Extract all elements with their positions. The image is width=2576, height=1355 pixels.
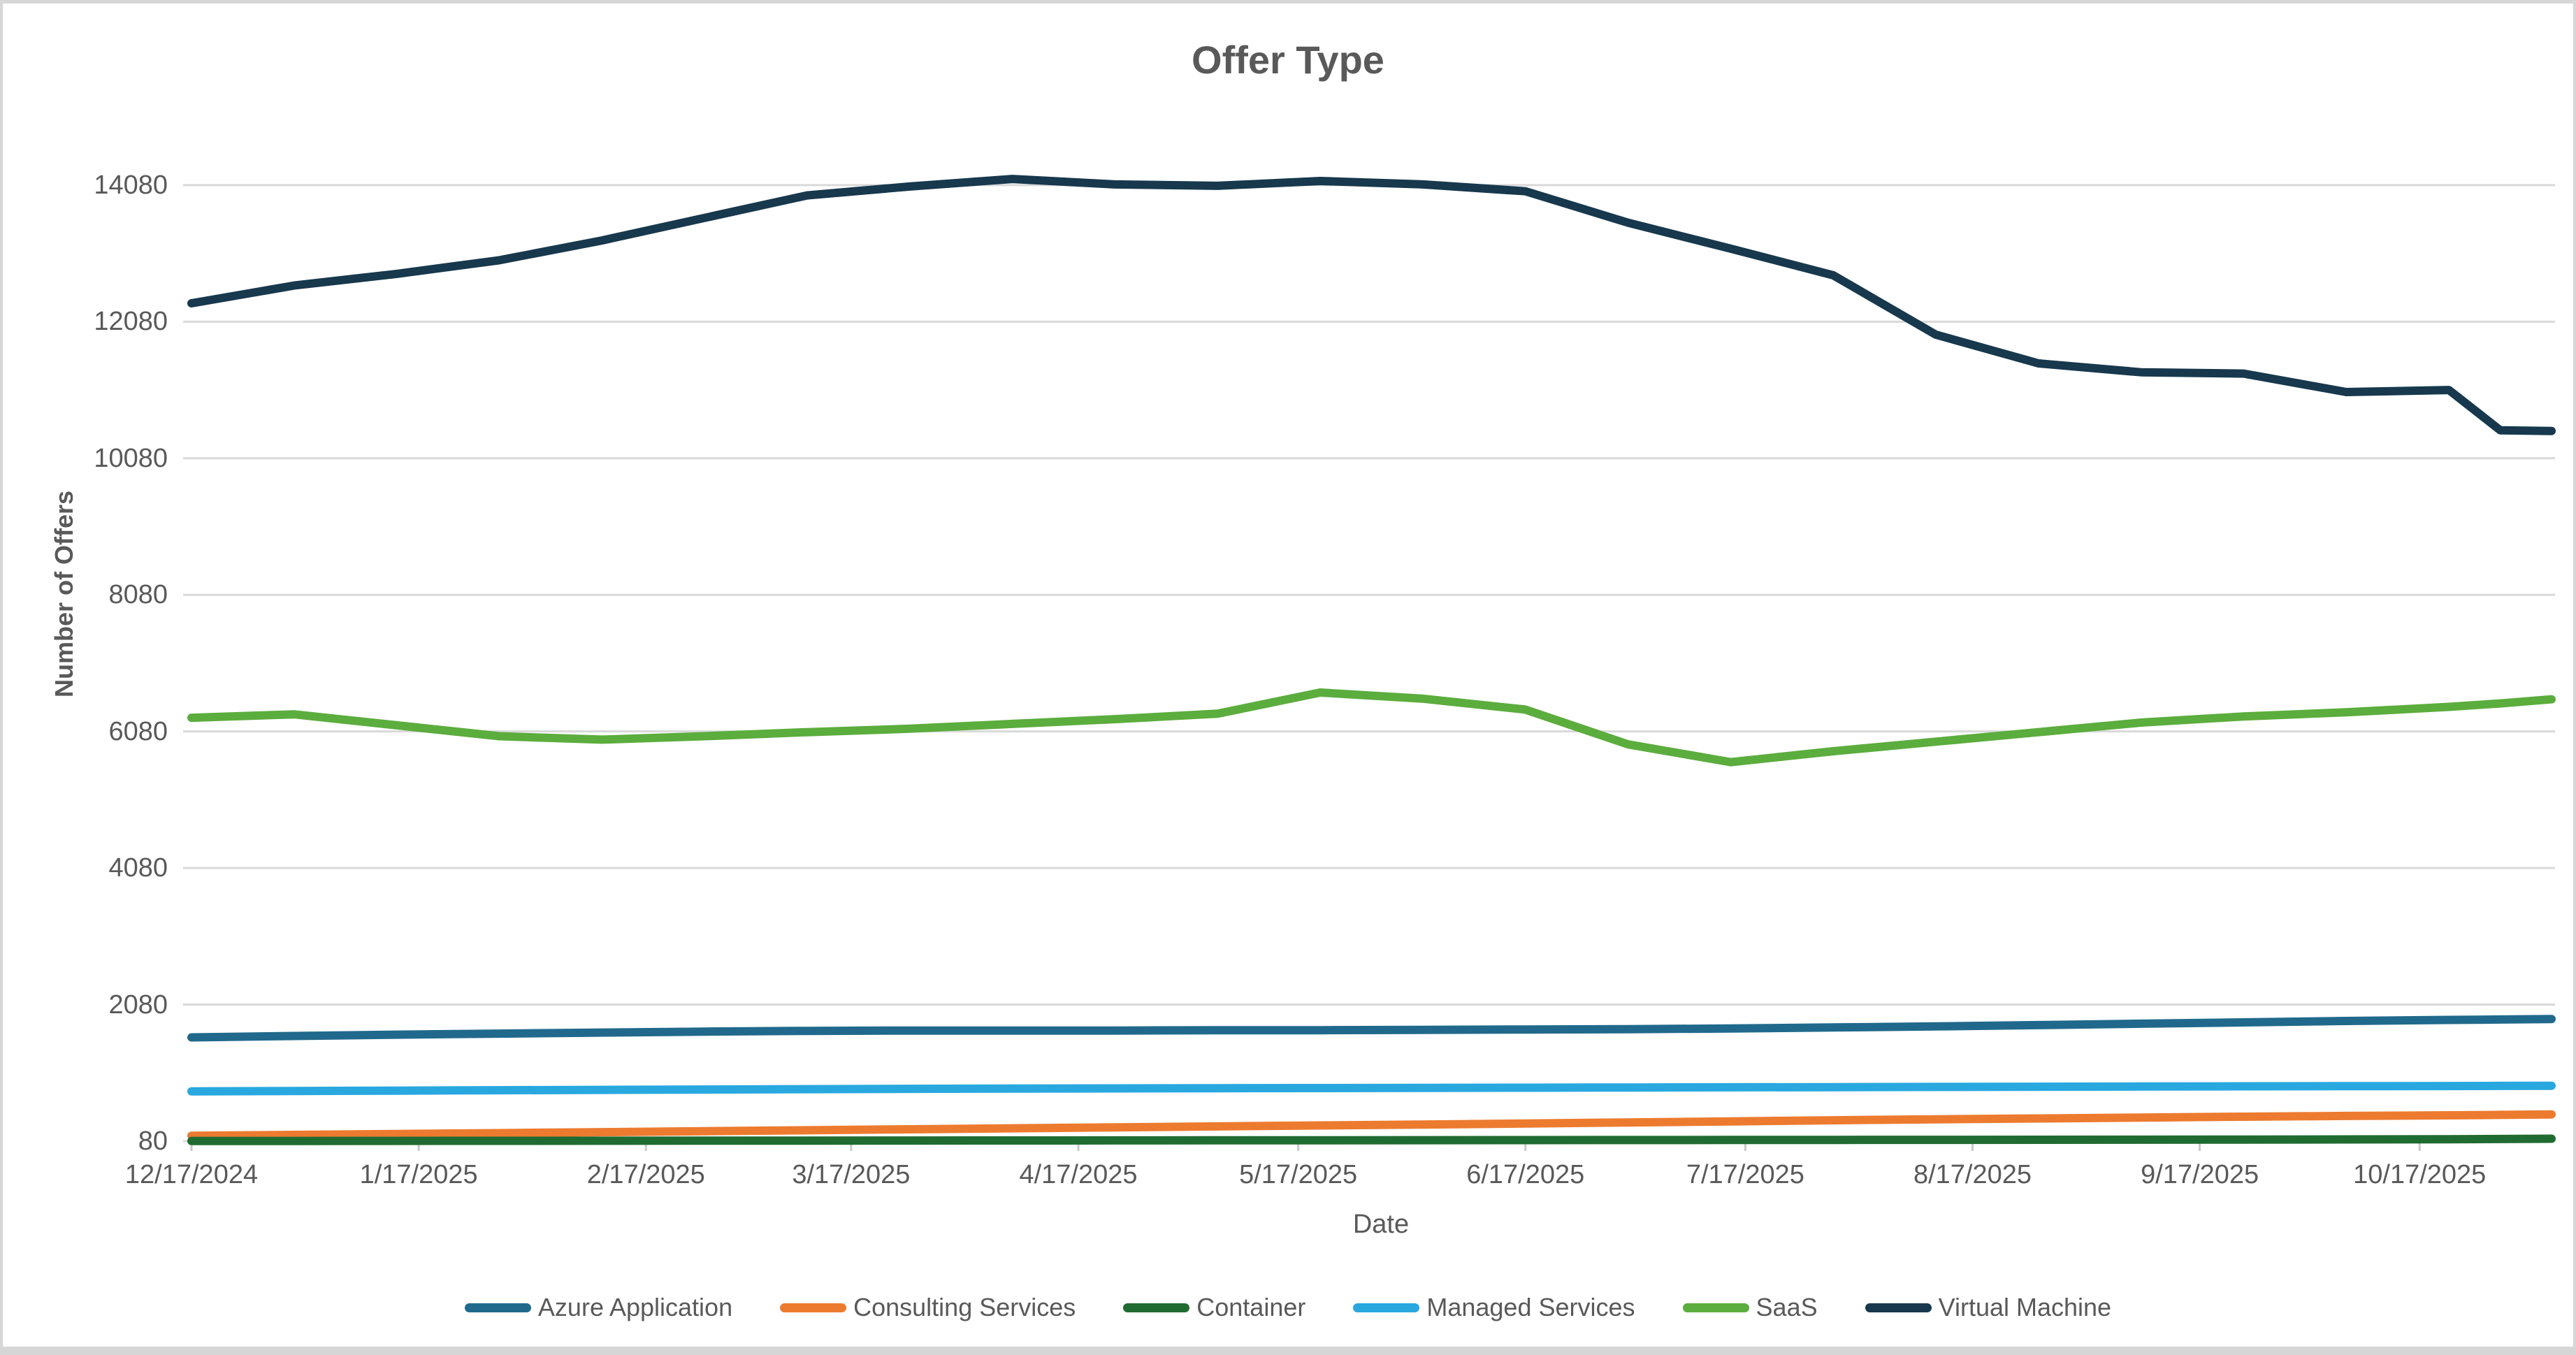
legend-item-consulting-services: Consulting Services <box>780 1293 1076 1322</box>
x-tick-label: 4/17/2025 <box>1019 1160 1138 1189</box>
y-tick-label: 14080 <box>94 170 168 200</box>
y-tick-label: 6080 <box>108 716 168 746</box>
legend-swatch-icon <box>1865 1303 1932 1312</box>
x-tick-label: 8/17/2025 <box>1913 1160 2032 1189</box>
series-line-azure-application <box>187 1015 2556 1042</box>
x-tick-label: 7/17/2025 <box>1686 1160 1804 1189</box>
legend-swatch-icon <box>1123 1303 1190 1312</box>
series-line-container <box>187 1134 2556 1145</box>
series-line-managed-services <box>187 1081 2556 1096</box>
legend-item-managed-services: Managed Services <box>1353 1293 1635 1322</box>
x-tick-label: 5/17/2025 <box>1239 1160 1358 1189</box>
legend-label: Container <box>1196 1293 1306 1321</box>
legend-swatch-icon <box>780 1303 847 1312</box>
plot-area <box>183 175 2556 1151</box>
legend-item-virtual-machine: Virtual Machine <box>1865 1293 2111 1322</box>
legend-item-saas: SaaS <box>1682 1293 1818 1322</box>
y-tick-label: 4080 <box>108 853 168 883</box>
legend-swatch-icon <box>464 1303 531 1312</box>
series-line-saas <box>187 688 2556 767</box>
series-line-virtual-machine <box>187 175 2556 435</box>
legend: Azure Application Consulting Services Cont… <box>3 1288 2573 1327</box>
x-tick-label: 3/17/2025 <box>792 1160 911 1189</box>
legend-label: Managed Services <box>1426 1293 1635 1321</box>
y-tick-label: 8080 <box>108 580 168 610</box>
chart-title: Offer Type <box>1192 38 1384 82</box>
legend-item-container: Container <box>1123 1293 1305 1322</box>
y-tick-label: 2080 <box>108 990 168 1020</box>
y-tick-label: 10080 <box>94 443 168 473</box>
legend-label: Virtual Machine <box>1938 1293 2112 1321</box>
legend-label: SaaS <box>1756 1293 1818 1321</box>
x-tick-label: 10/17/2025 <box>2353 1160 2487 1189</box>
legend-swatch-icon <box>1353 1303 1420 1312</box>
y-tick-label: 80 <box>138 1126 168 1156</box>
x-tick-label: 9/17/2025 <box>2141 1160 2259 1189</box>
x-tick-label: 2/17/2025 <box>586 1160 705 1189</box>
x-tick-label: 12/17/2024 <box>124 1160 259 1189</box>
series-line-consulting-services <box>187 1110 2556 1140</box>
x-tick-label: 6/17/2025 <box>1466 1160 1585 1189</box>
legend-swatch-icon <box>1682 1303 1749 1312</box>
legend-item-azure-application: Azure Application <box>464 1293 733 1322</box>
legend-label: Azure Application <box>537 1293 733 1321</box>
x-tick-label: 1/17/2025 <box>359 1160 478 1189</box>
x-axis-title: Date <box>1352 1210 1410 1239</box>
y-tick-label: 12080 <box>94 307 168 337</box>
legend-label: Consulting Services <box>853 1293 1076 1321</box>
